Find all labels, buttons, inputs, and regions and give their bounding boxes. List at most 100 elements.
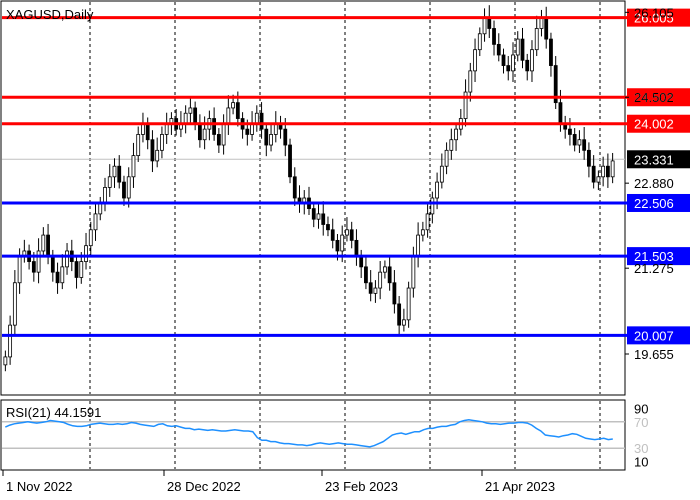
- candle-body: [264, 128, 269, 146]
- candle-body: [501, 54, 506, 66]
- candle-body: [160, 134, 164, 151]
- candle-body: [98, 202, 103, 215]
- time-tick-label: 23 Feb 2023: [325, 479, 398, 494]
- candle-body: [41, 234, 46, 252]
- candle-body: [17, 255, 22, 284]
- candle-body: [93, 213, 98, 231]
- candle-body: [335, 239, 340, 252]
- candle-body: [397, 303, 402, 326]
- candle-body: [492, 28, 496, 45]
- level-label-box: [627, 326, 690, 345]
- candle-body: [568, 128, 572, 135]
- candle-body: [359, 255, 364, 268]
- candle-body: [155, 149, 160, 162]
- candle-body: [292, 176, 297, 199]
- candle-body: [534, 28, 539, 51]
- candle-body: [454, 128, 458, 141]
- candle-body: [273, 123, 278, 135]
- candle-body: [473, 49, 477, 72]
- candle-body: [188, 107, 193, 114]
- candle-body: [126, 176, 131, 199]
- vertical-grid: [2, 2, 625, 469]
- rsi-tick-label: 10: [634, 454, 648, 469]
- candle-body: [530, 49, 534, 72]
- price-axis: 26.105 24.502 22.880 21.275 19.655: [625, 5, 674, 362]
- candle-body: [136, 134, 141, 157]
- candle-body: [145, 123, 150, 141]
- candle-body: [463, 91, 468, 119]
- level-label-box: [627, 8, 690, 27]
- candle-body: [383, 266, 387, 273]
- candle-body: [420, 229, 425, 236]
- candle-body: [122, 181, 126, 199]
- candle-body: [577, 139, 582, 146]
- candle-body: [468, 70, 473, 93]
- candle-body: [31, 261, 36, 273]
- time-tick-label: 1 Nov 2022: [6, 479, 73, 494]
- candle-body: [411, 255, 416, 289]
- time-tick-label: 21 Apr 2023: [485, 479, 555, 494]
- candle-body: [330, 229, 335, 241]
- candle-body: [259, 112, 264, 130]
- current-price-box: [627, 150, 690, 169]
- candle-body: [378, 271, 383, 289]
- candle-body: [368, 282, 373, 294]
- candle-body: [88, 229, 93, 247]
- candle-body: [231, 102, 235, 109]
- candle-body: [506, 65, 511, 72]
- candle-body: [482, 17, 487, 35]
- candle-body: [79, 261, 84, 278]
- support-resistance-levels: 26.005 24.502 24.002 22.506 21.503 20.007 23.3…: [2, 8, 690, 345]
- candle-body: [425, 213, 430, 231]
- current-price-label: 23.331: [634, 152, 674, 167]
- candle-body: [46, 234, 50, 257]
- candle-body: [141, 123, 145, 135]
- candle-body: [112, 165, 117, 178]
- candle-body: [558, 102, 563, 125]
- candle-body: [364, 266, 368, 284]
- candle-body: [539, 17, 544, 29]
- level-label: 24.002: [634, 117, 674, 132]
- candle-body: [572, 134, 577, 146]
- level-label: 21.503: [634, 249, 674, 264]
- candle-body: [591, 165, 596, 183]
- candle-body: [36, 250, 41, 273]
- candle-body: [582, 139, 587, 151]
- candle-body: [269, 134, 273, 146]
- level-label: 26.005: [634, 11, 674, 26]
- candle-body: [587, 149, 591, 167]
- candle-body: [60, 266, 65, 284]
- candle-body: [3, 356, 8, 366]
- level-label-box: [627, 114, 690, 133]
- rsi-panel-frame: [0, 399, 626, 471]
- rsi-tick-label: 30: [634, 441, 648, 456]
- level-label: 22.506: [634, 196, 674, 211]
- candle-body: [401, 319, 406, 326]
- candle-body: [221, 123, 226, 146]
- candle-body: [311, 208, 316, 220]
- candle-body: [150, 139, 155, 162]
- candle-body: [193, 107, 198, 125]
- candle-body: [164, 123, 169, 135]
- rsi-tick-label: 70: [634, 415, 648, 430]
- candle-body: [212, 118, 217, 135]
- price-tick-label: 22.880: [634, 176, 674, 191]
- candle-body: [84, 245, 88, 262]
- level-label-box: [627, 88, 690, 107]
- candle-body: [65, 250, 69, 268]
- candle-body: [250, 123, 254, 135]
- candle-body: [416, 234, 421, 257]
- candle-body: [117, 165, 122, 183]
- chart-title: XAGUSD,Daily: [6, 7, 94, 22]
- level-label-box: [627, 193, 690, 212]
- candle-body: [392, 282, 397, 305]
- candle-body: [55, 271, 60, 284]
- candle-body: [430, 197, 435, 215]
- candle-body: [202, 128, 207, 141]
- candle-body: [444, 149, 449, 167]
- price-tick-label: 26.105: [634, 5, 674, 20]
- candle-body: [131, 155, 136, 178]
- candle-body: [553, 65, 558, 104]
